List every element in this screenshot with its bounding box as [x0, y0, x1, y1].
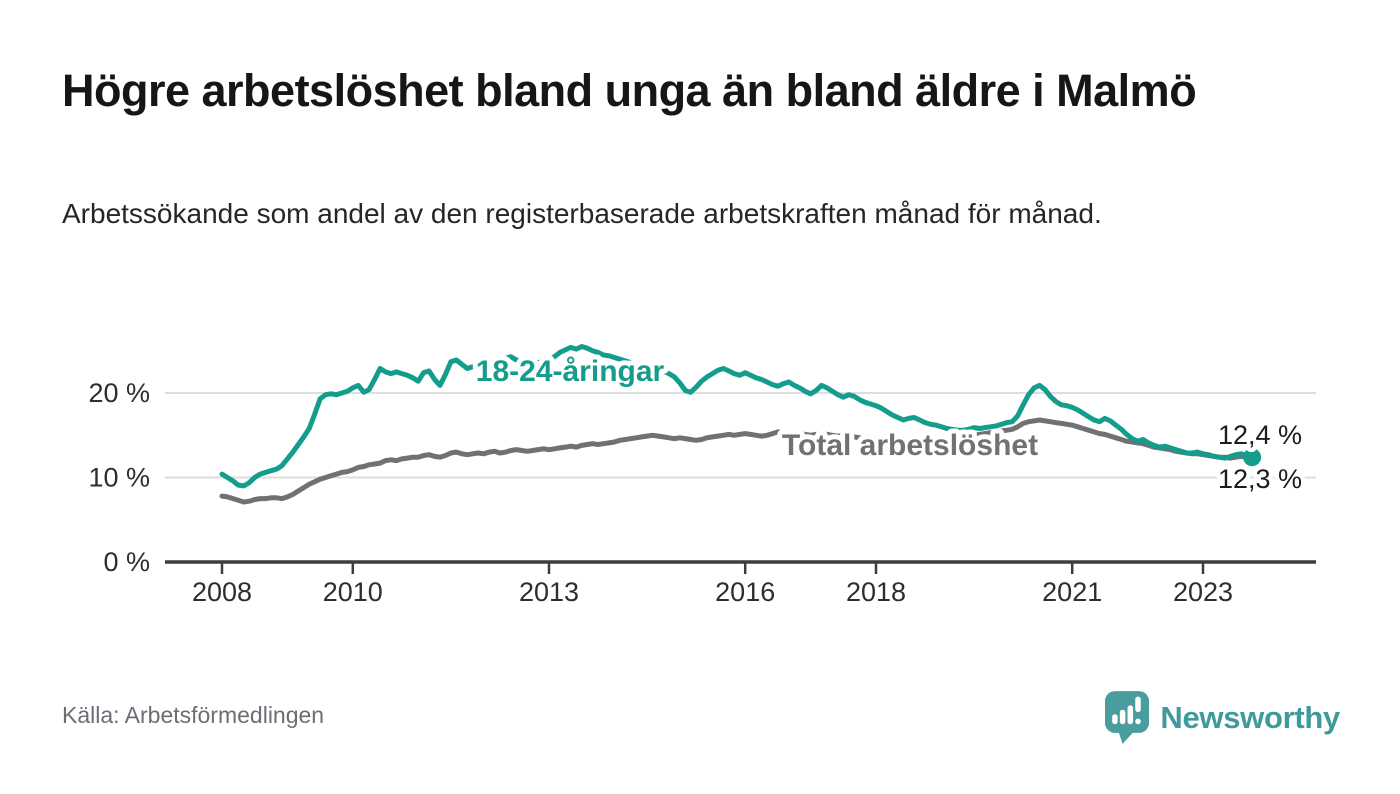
- x-tick-label: 2016: [715, 577, 775, 607]
- x-tick-label: 2023: [1173, 577, 1233, 607]
- y-tick-label: 10 %: [88, 463, 150, 493]
- brand-name: Newsworthy: [1160, 699, 1340, 735]
- x-tick-label: 2021: [1042, 577, 1102, 607]
- series-inline-label: 18-24-åringar: [476, 355, 665, 388]
- chart-title: Högre arbetslöshet bland unga än bland ä…: [62, 65, 1197, 116]
- x-tick-label: 2018: [846, 577, 906, 607]
- series-end-dot: [1243, 448, 1262, 467]
- brand-footer: Newsworthy: [1105, 691, 1340, 744]
- source-note: Källa: Arbetsförmedlingen: [62, 702, 325, 728]
- series-end-value-label: 12,4 %: [1218, 420, 1302, 450]
- x-tick-label: 2008: [192, 577, 252, 607]
- chart-subtitle: Arbetssökande som andel av den registerb…: [62, 198, 1102, 229]
- series-line-1: [219, 417, 1255, 505]
- x-tick-label: 2013: [519, 577, 579, 607]
- series-end-value-label: 12,3 %: [1218, 464, 1302, 494]
- series-line-0: [219, 344, 1255, 489]
- newsworthy-speech-bubble-chart-icon: [1105, 691, 1150, 744]
- series-inline-label: Total arbetslöshet: [782, 429, 1038, 462]
- y-tick-label: 20 %: [88, 378, 150, 408]
- x-tick-label: 2010: [323, 577, 383, 607]
- y-tick-label: 0 %: [103, 547, 150, 577]
